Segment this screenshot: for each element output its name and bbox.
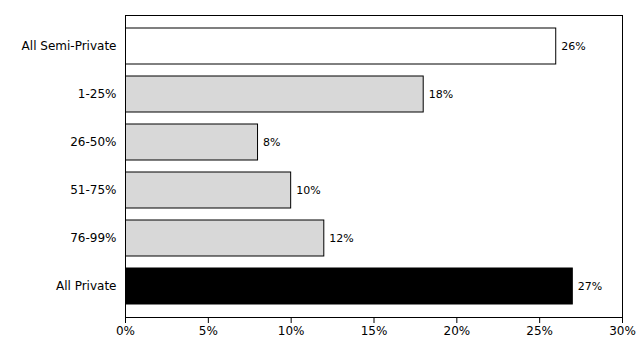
svg-text:12%: 12% <box>329 232 353 245</box>
svg-text:51-75%: 51-75% <box>70 183 116 197</box>
svg-text:All Private: All Private <box>56 279 117 293</box>
svg-text:5%: 5% <box>199 324 218 338</box>
svg-text:27%: 27% <box>578 280 602 293</box>
svg-text:All Semi-Private: All Semi-Private <box>22 39 117 53</box>
svg-text:30%: 30% <box>609 324 636 338</box>
svg-text:15%: 15% <box>361 324 388 338</box>
svg-text:18%: 18% <box>429 88 453 101</box>
svg-text:26%: 26% <box>561 40 585 53</box>
svg-text:25%: 25% <box>526 324 553 338</box>
svg-text:8%: 8% <box>263 136 280 149</box>
svg-text:10%: 10% <box>296 184 320 197</box>
svg-text:76-99%: 76-99% <box>70 231 116 245</box>
svg-text:10%: 10% <box>278 324 305 338</box>
svg-text:26-50%: 26-50% <box>70 135 116 149</box>
svg-text:20%: 20% <box>443 324 470 338</box>
svg-text:1-25%: 1-25% <box>78 87 117 101</box>
svg-text:0%: 0% <box>116 324 135 338</box>
